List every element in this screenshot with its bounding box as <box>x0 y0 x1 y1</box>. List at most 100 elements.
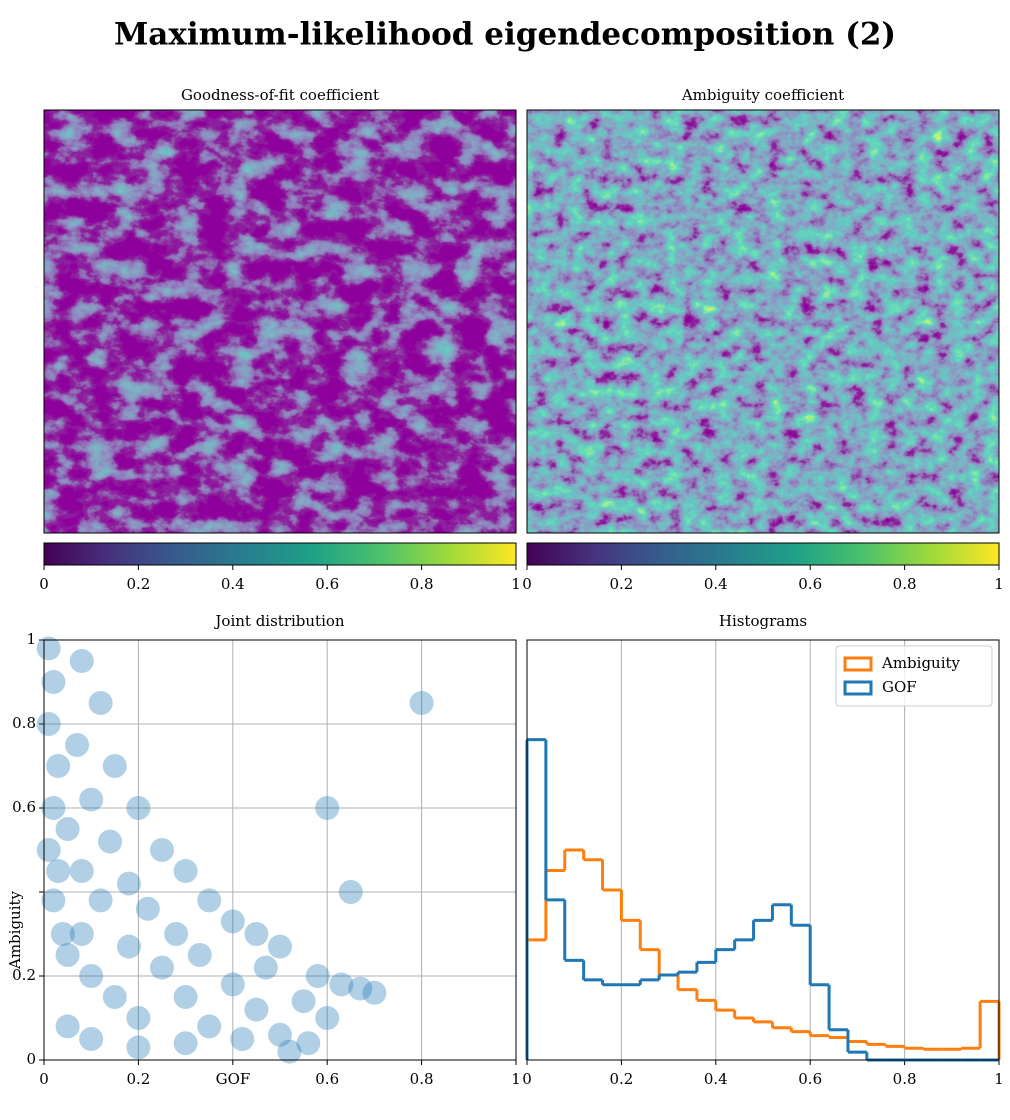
panel-title: Ambiguity coefficient <box>681 86 844 104</box>
scatter-point <box>315 1006 340 1030</box>
x-tick-label: 1 <box>994 1070 1004 1088</box>
scatter-point <box>187 943 212 967</box>
image <box>44 110 516 533</box>
x-tick-label: 0.8 <box>410 1070 434 1088</box>
scatter-point <box>409 691 434 715</box>
panel-title: Goodness-of-fit coefficient <box>181 86 379 104</box>
axes-frame <box>526 639 1000 1061</box>
colorbar-tick-label: 0 <box>522 575 532 593</box>
y-tick-label: 0.6 <box>12 798 36 816</box>
scatter-point <box>46 859 71 883</box>
scatter-point <box>46 754 71 778</box>
scatter-point <box>65 733 90 757</box>
scatter-point <box>36 712 61 736</box>
scatter-point <box>291 989 316 1014</box>
scatter-point <box>36 636 61 661</box>
y-axis-label: Ambiguity <box>6 890 24 970</box>
scatter-point <box>79 1027 104 1051</box>
scatter-point <box>98 829 123 854</box>
colorbar-tick-label: 0.2 <box>609 575 633 593</box>
scatter-point <box>79 787 104 812</box>
colorbar-tick-label: 0.8 <box>410 575 434 593</box>
scatter-point <box>116 871 141 896</box>
scatter-point <box>277 1039 302 1064</box>
scatter-point <box>79 964 104 988</box>
x-tick-label: 0 <box>522 1070 532 1088</box>
x-tick-label: 0.6 <box>798 1070 822 1088</box>
scatter-point <box>55 943 80 967</box>
colorbar-tick-label: 0.6 <box>798 575 822 593</box>
colorbar-tick-label: 0 <box>39 575 49 593</box>
scatter-point <box>69 859 94 883</box>
x-tick-label: 0.2 <box>609 1070 633 1088</box>
scatter-point <box>69 922 94 946</box>
scatter-point <box>315 796 340 820</box>
scatter-point <box>329 972 354 997</box>
legend-label: GOF <box>882 678 917 696</box>
scatter-point <box>126 796 151 820</box>
scatter-point <box>135 896 160 921</box>
legend-swatch <box>843 656 873 672</box>
colorbar-tick-label: 1 <box>994 575 1004 593</box>
scatter-point <box>348 976 373 1001</box>
x-tick-label: 0.4 <box>704 1070 728 1088</box>
panel-title: Histograms <box>719 612 807 630</box>
scatter-point <box>55 817 80 841</box>
scatter-point <box>126 1035 151 1060</box>
scatter-point <box>102 985 127 1009</box>
colorbar-tick-label: 1 <box>511 575 521 593</box>
scatter-point <box>173 859 198 883</box>
scatter-point <box>296 1031 321 1056</box>
scatter-point <box>197 888 222 913</box>
image-frame <box>526 109 1000 534</box>
scatter-point <box>338 880 363 904</box>
scatter-point <box>197 1014 222 1039</box>
colorbar-tick-label: 0.8 <box>893 575 917 593</box>
scatter-point <box>230 1027 255 1051</box>
scatter-point <box>268 1022 292 1047</box>
colorbar <box>43 542 517 566</box>
colorbar-tick-label: 0.2 <box>126 575 150 593</box>
legend-swatch <box>843 680 873 696</box>
axes-frame <box>43 639 517 1061</box>
scatter-point <box>116 934 141 959</box>
scatter-point <box>150 838 174 862</box>
scatter-point <box>244 922 269 946</box>
scatter-point <box>102 754 127 778</box>
y-tick-label: 0.2 <box>12 966 36 984</box>
image-frame <box>43 109 517 534</box>
figure-title: Maximum-likelihood eigendecomposition (2… <box>114 17 896 53</box>
colorbar <box>526 542 1000 566</box>
x-tick-label: 0.6 <box>315 1070 339 1088</box>
colorbar-tick-label: 0.4 <box>704 575 728 593</box>
scatter-point <box>164 922 189 946</box>
scatter-point <box>220 909 245 934</box>
scatter-point <box>88 691 113 715</box>
scatter-point <box>253 955 278 980</box>
scatter-point <box>244 997 269 1022</box>
colorbar-tick-label: 0.6 <box>315 575 339 593</box>
y-tick-label: 1 <box>26 630 36 648</box>
scatter-point <box>150 955 174 980</box>
scatter-point <box>88 888 113 913</box>
scatter-point <box>173 1031 198 1056</box>
x-tick-label: 1 <box>511 1070 521 1088</box>
image <box>527 110 999 533</box>
scatter-point <box>220 972 245 997</box>
x-tick-label: 0.2 <box>126 1070 150 1088</box>
scatter-point <box>41 888 66 913</box>
scatter-point <box>55 1014 80 1039</box>
scatter-point <box>69 649 94 673</box>
scatter-point <box>362 980 387 1005</box>
scatter-point <box>173 985 198 1009</box>
scatter-point <box>41 796 66 820</box>
y-tick-label: 0.8 <box>12 714 36 732</box>
scatter-point <box>36 838 61 862</box>
x-tick-label: 0.8 <box>893 1070 917 1088</box>
legend-label: Ambiguity <box>881 654 961 672</box>
legend <box>835 645 993 707</box>
x-tick-label: 0 <box>39 1070 49 1088</box>
panel-title: Joint distribution <box>213 612 345 630</box>
y-tick-label: 0 <box>26 1050 36 1068</box>
